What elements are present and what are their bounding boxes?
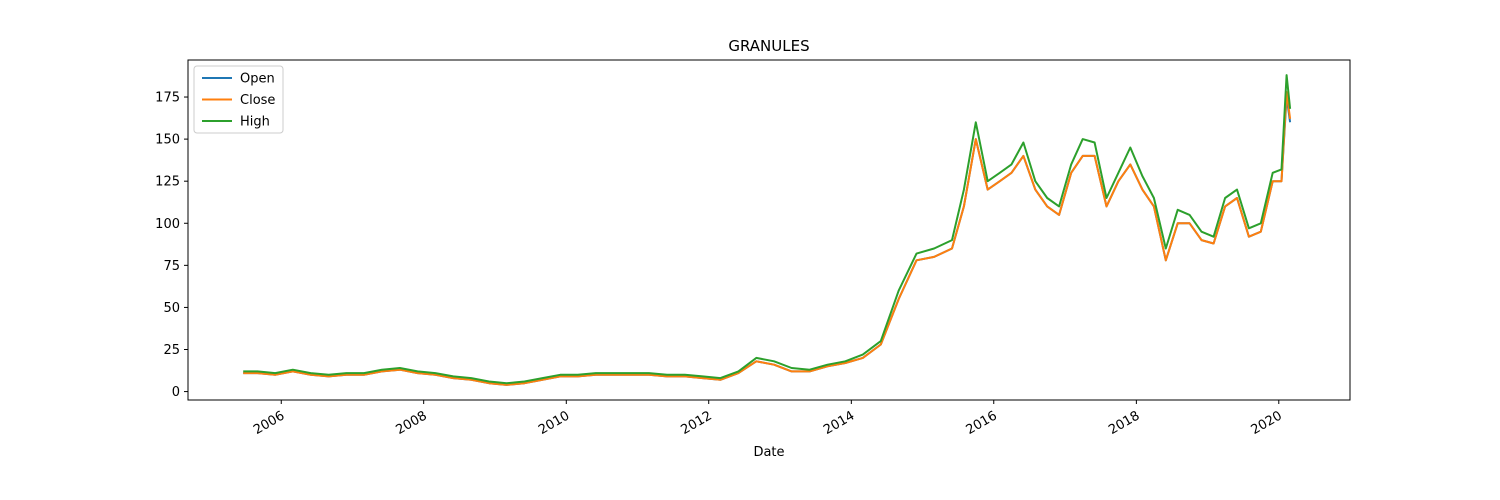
legend-label-close: Close (240, 93, 275, 108)
legend-label-high: High (240, 115, 270, 130)
y-tick-label: 175 (155, 91, 180, 106)
chart-title: GRANULES (728, 37, 809, 55)
y-tick-label: 100 (155, 217, 180, 232)
legend: Open Close High (193, 65, 284, 134)
y-tick-label: 75 (163, 259, 180, 274)
plot-area (187, 59, 1351, 401)
y-tick-label: 25 (163, 343, 180, 358)
legend-box (193, 65, 284, 134)
series-line-close (243, 91, 1292, 386)
y-axis: 0 25 50 75 100 125 150 175 (155, 91, 188, 400)
x-axis-label: Date (753, 445, 784, 460)
y-tick-label: 50 (163, 301, 180, 316)
y-tick-label: 125 (155, 175, 180, 190)
legend-label-open: Open (240, 72, 275, 87)
series-line-high (243, 74, 1292, 385)
axes-frame (187, 59, 1351, 401)
y-tick-label: 150 (155, 133, 180, 148)
y-tick-label: 0 (172, 385, 180, 400)
